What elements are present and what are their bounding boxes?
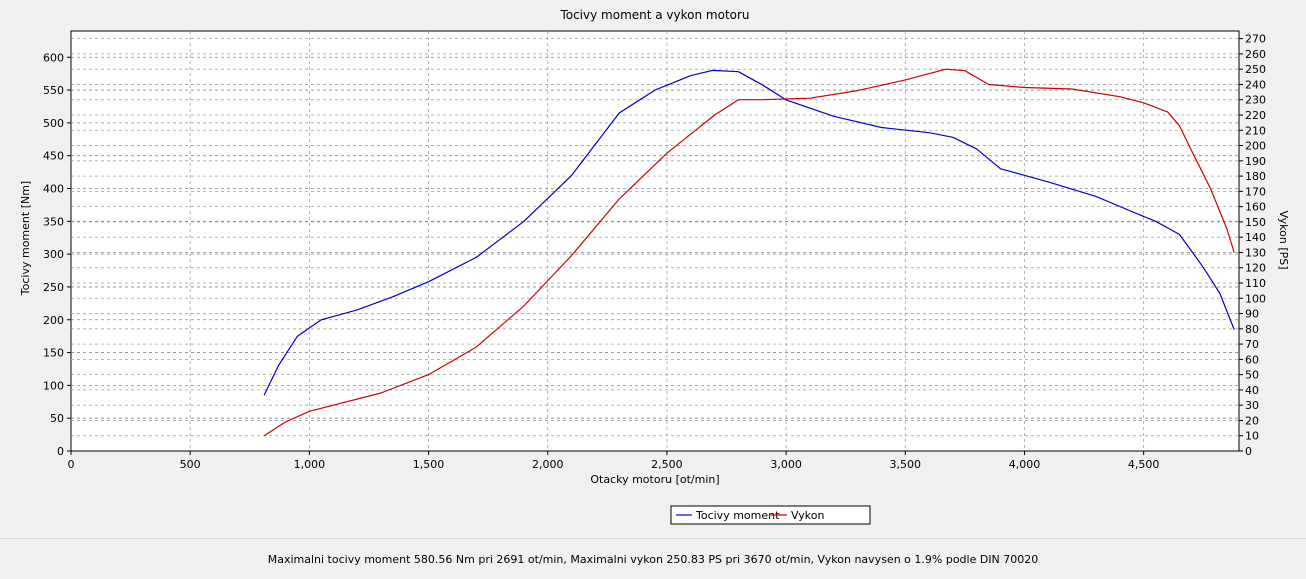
y-tick-label-left: 200: [43, 314, 64, 327]
y-tick-label-right: 260: [1245, 48, 1266, 61]
series-lines: [263, 68, 1235, 437]
legend: Tocivy moment Vykon: [670, 505, 871, 525]
x-tick-label: 4,500: [1128, 458, 1160, 471]
y-tick-label-right: 230: [1245, 94, 1266, 107]
x-tick-label: 1,000: [294, 458, 326, 471]
y-tick-label-left: 400: [43, 183, 64, 196]
y-tick-label-right: 30: [1245, 399, 1259, 412]
x-tick-label: 4,000: [1009, 458, 1041, 471]
x-tick-label: 2,000: [532, 458, 564, 471]
x-tick-label: 2,500: [651, 458, 683, 471]
chart: Tocivy moment a vykon motoru 0 500 1,000 1,…: [19, 8, 1290, 525]
y-tick-label-right: 240: [1245, 78, 1266, 91]
series-line-torque: [263, 69, 1235, 396]
y-tick-label-right: 90: [1245, 308, 1259, 321]
status-summary: Maximalni tocivy moment 580.56 Nm pri 26…: [267, 552, 1039, 566]
y-tick-label-left: 500: [43, 117, 64, 130]
grid: [71, 31, 1239, 451]
y-tick-label-right: 60: [1245, 353, 1259, 366]
axes: 0 500 1,000 1,500 2,000 2,500 3,000 3,500 4,000 4…: [43, 33, 1266, 471]
x-tick-label: 500: [180, 458, 201, 471]
x-tick-label: 3,500: [890, 458, 922, 471]
x-tick-label: 3,000: [770, 458, 802, 471]
plot-area: [70, 30, 1240, 452]
y-tick-label-left: 450: [43, 150, 64, 163]
y-tick-label-right: 160: [1245, 201, 1266, 214]
y-axis-label-right: Vykon [PS]: [1277, 210, 1290, 269]
y-tick-label-right: 210: [1245, 124, 1266, 137]
y-tick-label-right: 250: [1245, 63, 1266, 76]
legend-box: [670, 505, 871, 525]
y-tick-label-right: 50: [1245, 369, 1259, 382]
y-tick-label-right: 130: [1245, 246, 1266, 259]
y-tick-label-right: 200: [1245, 140, 1266, 153]
y-tick-label-right: 80: [1245, 323, 1259, 336]
y-tick-label-right: 70: [1245, 338, 1259, 351]
y-tick-label-right: 20: [1245, 414, 1259, 427]
series-line-power: [263, 68, 1235, 437]
y-tick-label-right: 110: [1245, 277, 1266, 290]
y-tick-label-right: 120: [1245, 262, 1266, 275]
y-tick-label-left: 350: [43, 215, 64, 228]
y-tick-label-left: 250: [43, 281, 64, 294]
y-tick-label-left: 0: [57, 445, 64, 458]
y-tick-label-left: 550: [43, 84, 64, 97]
legend-label-torque: Tocivy moment: [695, 509, 780, 522]
y-tick-label-left: 50: [50, 412, 64, 425]
y-tick-label-right: 0: [1245, 445, 1252, 458]
y-tick-label-left: 150: [43, 347, 64, 360]
y-tick-label-right: 180: [1245, 170, 1266, 183]
y-tick-label-left: 100: [43, 379, 64, 392]
legend-label-power: Vykon: [791, 509, 824, 522]
y-tick-label-right: 10: [1245, 430, 1259, 443]
y-axis-label-left: Tocivy moment [Nm]: [19, 181, 32, 296]
y-tick-label-right: 190: [1245, 155, 1266, 168]
chart-title: Tocivy moment a vykon motoru: [559, 8, 749, 22]
status-bar: Maximalni tocivy moment 580.56 Nm pri 26…: [0, 538, 1306, 579]
y-tick-label-left: 300: [43, 248, 64, 261]
y-tick-label-left: 600: [43, 51, 64, 64]
y-tick-label-right: 40: [1245, 384, 1259, 397]
y-tick-label-right: 150: [1245, 216, 1266, 229]
y-tick-label-right: 100: [1245, 292, 1266, 305]
x-axis-label: Otacky motoru [ot/min]: [590, 473, 719, 486]
y-tick-label-right: 270: [1245, 33, 1266, 46]
y-tick-label-right: 140: [1245, 231, 1266, 244]
x-tick-label: 1,500: [413, 458, 445, 471]
x-tick-label: 0: [68, 458, 75, 471]
y-tick-label-right: 170: [1245, 185, 1266, 198]
y-tick-label-right: 220: [1245, 109, 1266, 122]
